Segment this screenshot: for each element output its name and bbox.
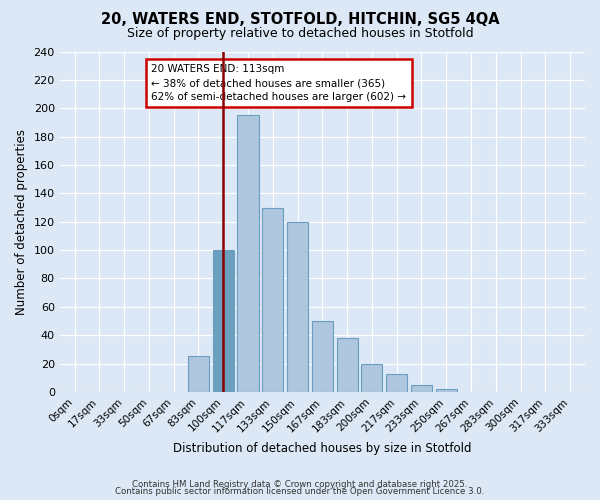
Bar [361, 364, 382, 392]
Bar [337, 338, 358, 392]
Text: Contains public sector information licensed under the Open Government Licence 3.: Contains public sector information licen… [115, 487, 485, 496]
Bar [262, 208, 283, 392]
Bar [188, 356, 209, 392]
Text: Size of property relative to detached houses in Stotfold: Size of property relative to detached ho… [127, 28, 473, 40]
Bar [212, 250, 234, 392]
Bar [312, 321, 333, 392]
Text: 20, WATERS END, STOTFOLD, HITCHIN, SG5 4QA: 20, WATERS END, STOTFOLD, HITCHIN, SG5 4… [101, 12, 499, 28]
Bar [386, 374, 407, 392]
Bar [436, 389, 457, 392]
Bar [411, 385, 432, 392]
Y-axis label: Number of detached properties: Number of detached properties [15, 128, 28, 314]
Text: Contains HM Land Registry data © Crown copyright and database right 2025.: Contains HM Land Registry data © Crown c… [132, 480, 468, 489]
Bar [287, 222, 308, 392]
Text: 20 WATERS END: 113sqm
← 38% of detached houses are smaller (365)
62% of semi-det: 20 WATERS END: 113sqm ← 38% of detached … [151, 64, 406, 102]
X-axis label: Distribution of detached houses by size in Stotfold: Distribution of detached houses by size … [173, 442, 472, 455]
Bar [238, 116, 259, 392]
